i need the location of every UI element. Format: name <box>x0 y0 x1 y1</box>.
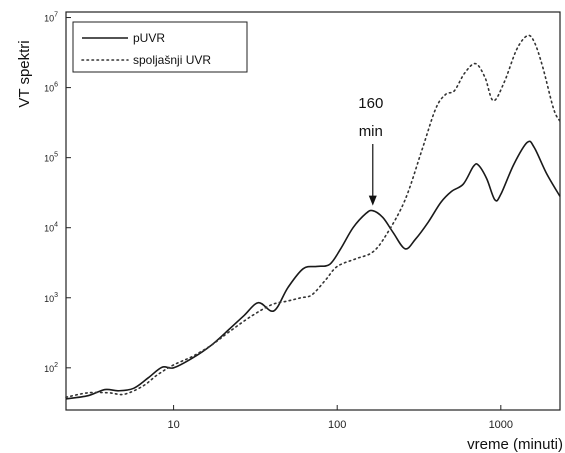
y-tick-label-0: 102 <box>44 362 58 374</box>
plot-frame <box>65 11 561 411</box>
y-axis-label: VT spektri <box>16 40 33 107</box>
x-ticks: 10 100 1000 <box>167 405 513 431</box>
x-tick-label-0: 10 <box>167 419 179 431</box>
annotation-arrowhead <box>368 195 377 206</box>
annotation-line2: min <box>359 123 383 140</box>
x-tick-label-1: 100 <box>328 419 346 431</box>
y-tick-label-4: 106 <box>44 82 58 94</box>
y-tick-label-3: 105 <box>44 152 58 164</box>
x-axis-label: vreme (minuti) <box>467 436 563 453</box>
annotation-160-min: 160 min <box>358 95 383 206</box>
x-tick-label-2: 1000 <box>489 419 513 431</box>
legend: pUVR spoljašnji UVR <box>72 21 248 73</box>
y-ticks: 102 103 104 105 106 107 <box>44 12 71 374</box>
annotation-line1: 160 <box>358 95 383 112</box>
y-tick-label-1: 103 <box>44 292 58 304</box>
legend-label-pUVR: pUVR <box>133 31 165 45</box>
legend-box <box>72 21 248 73</box>
series-group <box>65 34 561 400</box>
series-line-1 <box>65 34 561 399</box>
y-tick-label-5: 107 <box>44 12 58 24</box>
legend-label-spoljasnji-UVR: spoljašnji UVR <box>133 53 211 67</box>
y-tick-label-2: 104 <box>44 222 58 234</box>
series-line-0 <box>65 140 561 400</box>
